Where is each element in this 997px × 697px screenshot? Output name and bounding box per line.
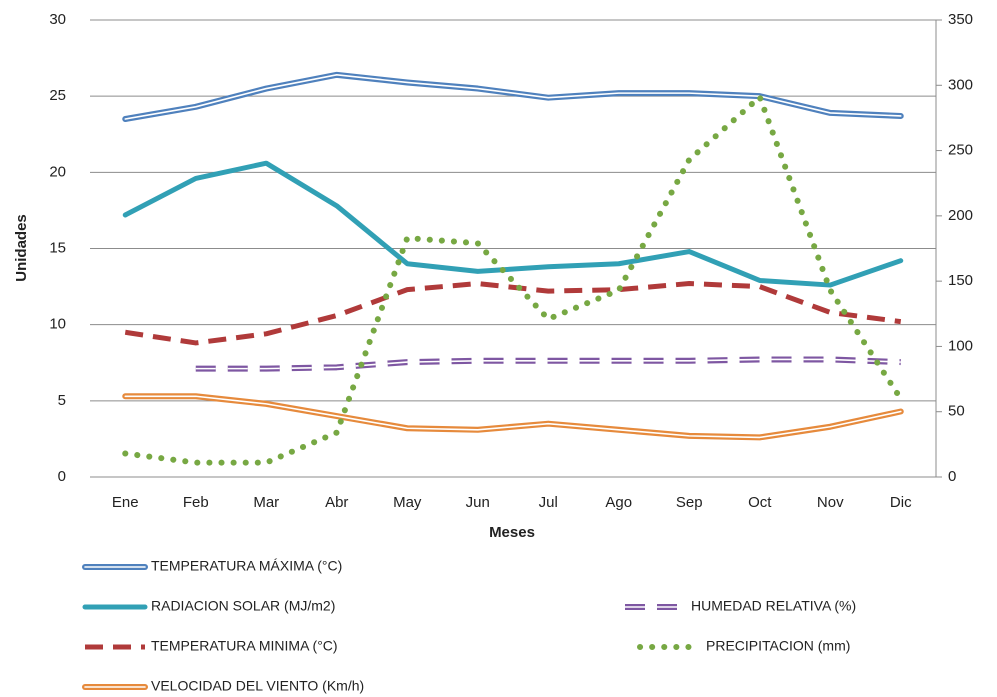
y-tick-label: 20 (49, 163, 66, 180)
x-tick-label: Dic (890, 494, 912, 511)
y2-tick-label: 50 (948, 403, 965, 420)
y-tick-label: 25 (49, 87, 66, 104)
x-axis-title: Meses (489, 524, 535, 541)
series-line (195, 358, 901, 370)
x-tick-label: Mar (253, 494, 279, 511)
y-tick-label: 15 (49, 239, 66, 256)
y2-tick-label: 150 (948, 272, 973, 289)
y-axis-title: Unidades (13, 214, 30, 282)
x-tick-label: Abr (325, 494, 348, 511)
y-tick-label: 0 (58, 468, 66, 485)
y2-tick-label: 250 (948, 142, 973, 159)
x-tick-label: Nov (817, 494, 844, 511)
x-tick-label: Ene (112, 494, 139, 511)
y-tick-label: 5 (58, 392, 66, 409)
y2-tick-label: 300 (948, 76, 973, 93)
legend-label: VELOCIDAD DEL VIENTO (Km/h) (151, 678, 364, 694)
legend-label: HUMEDAD RELATIVA (%) (691, 598, 856, 614)
series-line (122, 71, 904, 123)
series-line (124, 281, 902, 346)
legend-label: TEMPERATURA MÁXIMA (°C) (151, 558, 342, 574)
x-tick-label: Ago (605, 494, 632, 511)
series-line (124, 395, 902, 439)
y-tick-label: 30 (49, 11, 66, 28)
y2-tick-label: 200 (948, 207, 973, 224)
series-line (122, 94, 904, 466)
x-tick-label: Oct (748, 494, 772, 511)
legend-label: PRECIPITACION (mm) (706, 638, 850, 654)
x-tick-label: Jun (466, 494, 490, 511)
legend-label: RADIACION SOLAR (MJ/m2) (151, 598, 335, 614)
series-line (122, 393, 904, 441)
legend-label: TEMPERATURA MINIMA (°C) (151, 638, 338, 654)
x-tick-label: Jul (539, 494, 558, 511)
y2-tick-label: 0 (948, 468, 956, 485)
series-line (122, 160, 904, 288)
y2-tick-label: 100 (948, 337, 973, 354)
x-tick-label: Sep (676, 494, 703, 511)
x-tick-label: Feb (183, 494, 209, 511)
y2-tick-label: 350 (948, 11, 973, 28)
x-tick-label: May (393, 494, 422, 511)
y-tick-label: 10 (49, 316, 66, 333)
series-line (124, 74, 902, 120)
